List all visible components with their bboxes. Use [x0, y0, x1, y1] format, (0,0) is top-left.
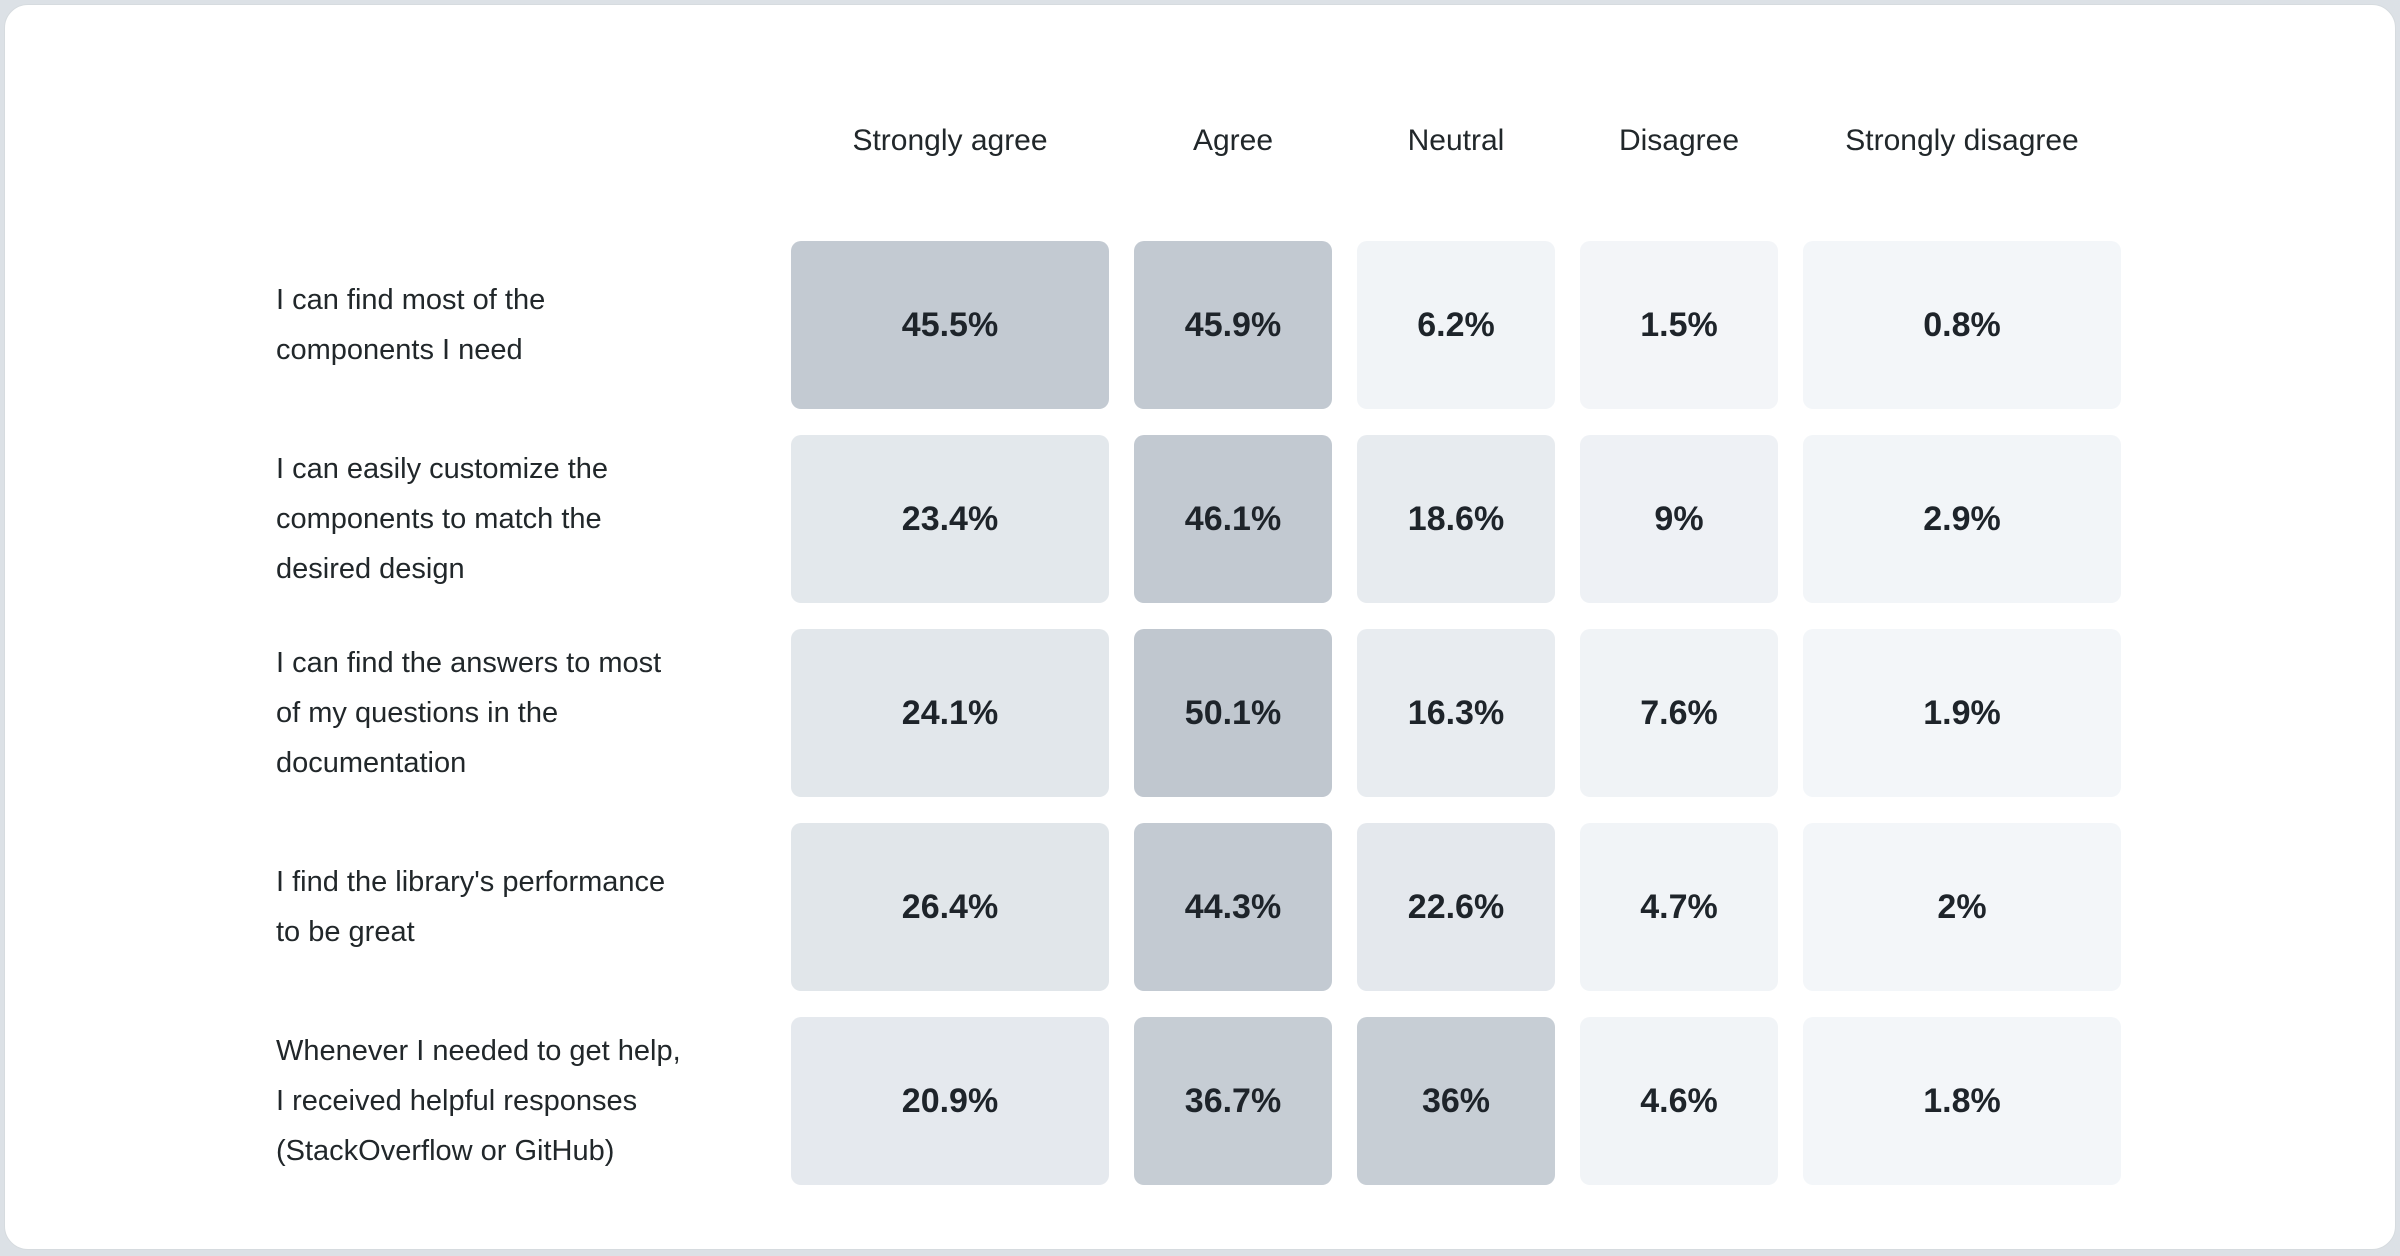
column-header: Strongly agree: [852, 124, 1048, 157]
heatmap-cell: 45.9%: [1134, 241, 1332, 409]
heatmap-cell: 50.1%: [1134, 629, 1332, 797]
heatmap-cell: 6.2%: [1357, 241, 1555, 409]
row-label: I can easily customize the components to…: [276, 453, 609, 585]
heatmap-cell: 18.6%: [1357, 435, 1555, 603]
survey-heatmap-card: Strongly agree Agree Neutral Disagree Strong…: [4, 4, 2396, 1250]
heatmap-cell: 0.8%: [1803, 241, 2121, 409]
heatmap-cell: 36.7%: [1134, 1017, 1332, 1185]
column-header: Agree: [1192, 124, 1274, 157]
row-label: I can find the answers to most of my que…: [276, 647, 662, 779]
heatmap-cell: 36%: [1357, 1017, 1555, 1185]
heatmap-cell: 24.1%: [791, 629, 1109, 797]
corner-spacer: [276, 123, 766, 215]
heatmap-cell: 45.5%: [791, 241, 1109, 409]
heatmap-cell: 4.7%: [1580, 823, 1778, 991]
heatmap-cell: 1.5%: [1580, 241, 1778, 409]
column-header: Neutral: [1407, 124, 1505, 157]
column-header: Strongly disagree: [1845, 124, 2079, 157]
heatmap-cell: 26.4%: [791, 823, 1109, 991]
heatmap-cell: 7.6%: [1580, 629, 1778, 797]
column-header: Disagree: [1618, 124, 1740, 157]
heatmap-cell: 2%: [1803, 823, 2121, 991]
heatmap-grid: Strongly agree Agree Neutral Disagree Strong…: [276, 123, 2395, 1185]
heatmap-cell: 2.9%: [1803, 435, 2121, 603]
heatmap-cell: 4.6%: [1580, 1017, 1778, 1185]
heatmap-cell: 22.6%: [1357, 823, 1555, 991]
row-label: I can find most of the components I need: [276, 284, 546, 366]
row-label: Whenever I needed to get help, I receive…: [276, 1035, 681, 1167]
row-label: I find the library's performance to be g…: [276, 866, 666, 948]
heatmap-cell: 23.4%: [791, 435, 1109, 603]
heatmap-cell: 20.9%: [791, 1017, 1109, 1185]
heatmap-cell: 1.8%: [1803, 1017, 2121, 1185]
heatmap-cell: 16.3%: [1357, 629, 1555, 797]
heatmap-cell: 46.1%: [1134, 435, 1332, 603]
heatmap-cell: 1.9%: [1803, 629, 2121, 797]
heatmap-cell: 9%: [1580, 435, 1778, 603]
heatmap-cell: 44.3%: [1134, 823, 1332, 991]
